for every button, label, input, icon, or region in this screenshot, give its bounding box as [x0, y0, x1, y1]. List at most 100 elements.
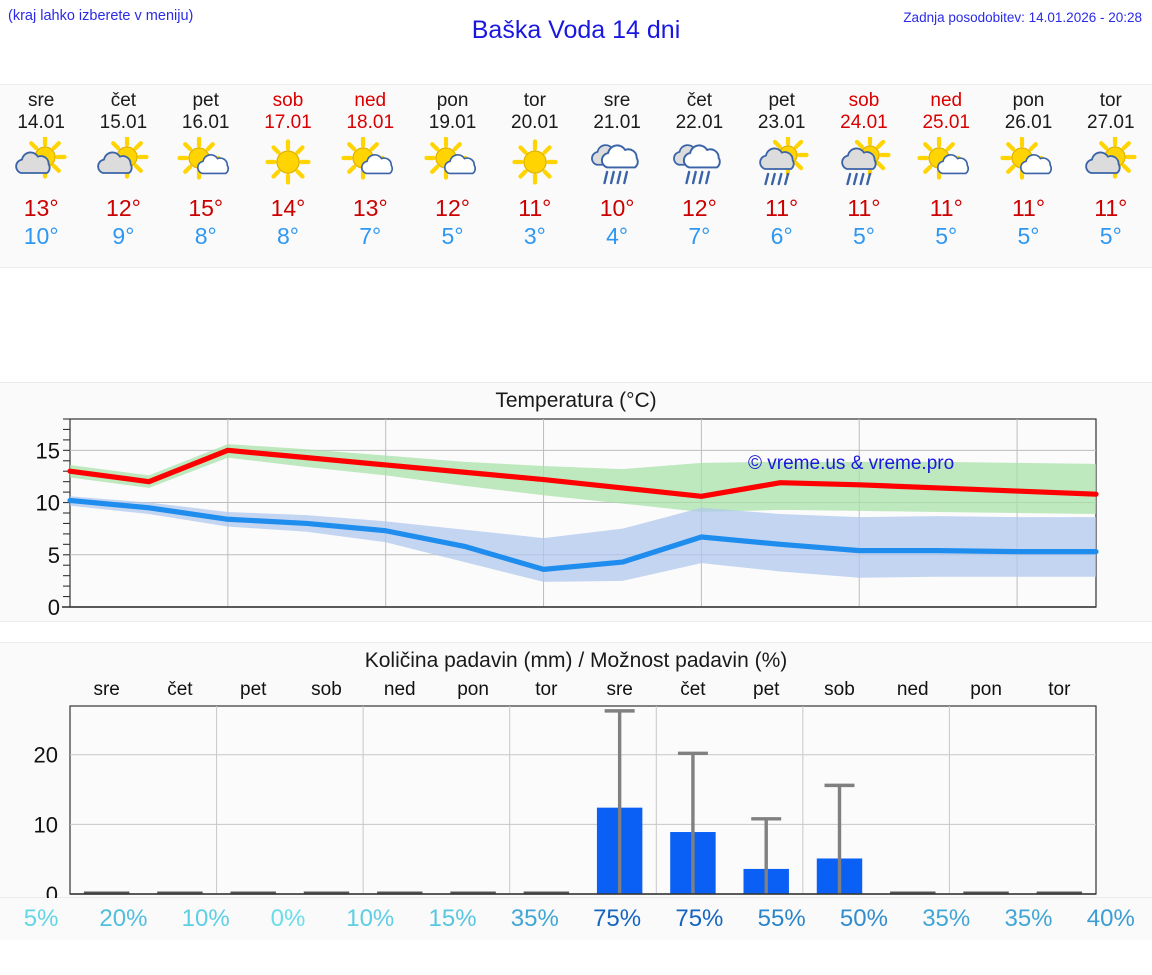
- precipitation-error-bar: [604, 709, 635, 894]
- day-column[interactable]: pon 26.01 11° 5°: [987, 85, 1069, 267]
- day-name: čet: [686, 90, 713, 111]
- precip-day-label: pet: [240, 679, 267, 700]
- day-date: 20.01: [511, 112, 559, 133]
- weather-icon-wrapper: [494, 136, 576, 188]
- temperature-chart-title: Temperatura (°C): [495, 389, 657, 412]
- day-column[interactable]: pet 16.01 15° 8°: [165, 85, 247, 267]
- weather-icon-wrapper: [823, 136, 905, 188]
- temperature-max: 11°: [929, 195, 963, 221]
- temp-y-axis-label: 0: [48, 595, 60, 620]
- temperature-max: 11°: [765, 195, 799, 221]
- precipitation-chart-panel: Količina padavin (mm) / Možnost padavin …: [0, 642, 1152, 899]
- temperature-min: 10°: [23, 223, 59, 249]
- temperature-min: 7°: [688, 223, 711, 249]
- precip-day-label: tor: [535, 679, 558, 700]
- temperature-max: 11°: [518, 195, 552, 221]
- precip-day-label: čet: [680, 679, 706, 700]
- day-column[interactable]: sob 17.01 14° 8°: [247, 85, 329, 267]
- precipitation-probability: 10%: [181, 905, 230, 932]
- page-title: Baška Voda 14 dni: [471, 16, 681, 44]
- temperature-max: 15°: [188, 195, 224, 221]
- weather-icon-wrapper: [82, 136, 164, 188]
- day-column[interactable]: tor 20.01 11° 3°: [494, 85, 576, 267]
- weather-icon-wrapper: [1070, 136, 1152, 188]
- precipitation-bar: [450, 891, 496, 894]
- temperature-max: 11°: [847, 195, 881, 221]
- day-name: sre: [27, 90, 55, 111]
- sun-icon: [265, 139, 311, 185]
- temp-y-axis-label: 5: [48, 543, 60, 568]
- temperature-min: 5°: [935, 223, 958, 249]
- precipitation-probability: 40%: [1086, 905, 1135, 932]
- precip-day-label: sob: [311, 679, 342, 700]
- day-date: 17.01: [264, 112, 312, 133]
- precipitation-probability: 15%: [428, 905, 477, 932]
- temperature-max: 11°: [1011, 195, 1046, 221]
- day-column[interactable]: sob 24.01 11° 5°: [823, 85, 905, 267]
- sun-behind-cloud-icon: [15, 137, 67, 179]
- temperature-min: 5°: [1099, 223, 1122, 249]
- precip-y-axis-label: 10: [34, 812, 58, 837]
- precipitation-error-bar: [751, 817, 782, 894]
- temperature-max: 11°: [1094, 195, 1128, 221]
- temperature-max: 12°: [435, 195, 470, 221]
- day-column[interactable]: ned 25.01 11° 5°: [905, 85, 987, 267]
- precipitation-probability: 5%: [23, 905, 59, 932]
- precipitation-probability: 75%: [675, 905, 724, 932]
- precip-day-label: sre: [606, 679, 632, 700]
- temperature-max: 13°: [352, 195, 388, 221]
- precipitation-bar: [890, 891, 936, 894]
- precipitation-bar: [230, 891, 276, 894]
- sun-cloud-rain-icon: [758, 137, 809, 186]
- day-name: ned: [354, 90, 387, 111]
- day-column[interactable]: sre 21.01 10° 4°: [576, 85, 658, 267]
- precipitation-chart-plot: sre čet pet sob ned pon tor sre čet pet sob ned pon t…: [34, 679, 1097, 899]
- day-name: tor: [1099, 90, 1122, 111]
- day-name: pet: [192, 90, 219, 111]
- sun-cloud-rain-icon: [841, 137, 891, 186]
- precip-y-axis-label: 20: [34, 743, 58, 768]
- temperature-chart-panel: Temperatura (°C) 5 10 15 0 © vreme.us & vrem…: [0, 382, 1152, 622]
- precipitation-probability-row: 5% 20% 10% 0% 10% 15% 35% 75% 75% 55% 50% 35% 35% 40%: [0, 898, 1152, 940]
- day-column[interactable]: tor 27.01 11° 5°: [1070, 85, 1152, 267]
- precipitation-bar: [377, 891, 423, 894]
- precipitation-probability: 35%: [922, 905, 971, 932]
- day-date: 21.01: [593, 112, 641, 133]
- weather-icon-wrapper: [987, 136, 1069, 188]
- weather-icon-wrapper: [576, 136, 658, 188]
- day-column[interactable]: čet 15.01 12° 9°: [82, 85, 164, 267]
- day-column[interactable]: pon 19.01 12° 5°: [411, 85, 493, 267]
- day-name: pet: [768, 90, 795, 111]
- day-column[interactable]: sre 14.01 13° 10°: [0, 85, 82, 267]
- precip-day-label: pet: [753, 679, 780, 700]
- temperature-min: 5°: [852, 223, 875, 249]
- day-column[interactable]: ned 18.01 13° 7°: [329, 85, 411, 267]
- precipitation-probability: 35%: [1004, 905, 1053, 932]
- day-date: 14.01: [17, 112, 65, 133]
- day-name: čet: [110, 90, 137, 111]
- weather-icon-wrapper: [905, 136, 987, 188]
- temperature-chart-plot: 5 10 15 0 © vreme.us & vreme.pro: [36, 418, 1099, 620]
- sun-small-cloud-icon: [177, 137, 229, 180]
- temperature-min: 8°: [276, 223, 299, 249]
- temperature-series-line: [67, 447, 1099, 499]
- precipitation-probability: 20%: [99, 905, 148, 932]
- precipitation-probability: 75%: [593, 905, 642, 932]
- precipitation-bar: [157, 891, 203, 894]
- temperature-range-band: [70, 496, 1096, 582]
- temperature-min: 8°: [194, 223, 217, 249]
- location-menu-hint[interactable]: (kraj lahko izberete v meniju): [8, 8, 194, 24]
- precipitation-bar: [83, 891, 130, 894]
- day-date: 15.01: [99, 112, 148, 133]
- weather-icon-wrapper: [0, 136, 82, 188]
- weather-icon-wrapper: [658, 136, 740, 188]
- precip-day-label: sob: [824, 679, 855, 700]
- day-column[interactable]: pet 23.01 11° 6°: [741, 85, 823, 267]
- temperature-max: 12°: [682, 195, 717, 221]
- day-column[interactable]: čet 22.01 12° 7°: [658, 85, 740, 267]
- day-name: sob: [272, 90, 304, 111]
- weather-icon-wrapper: [411, 136, 493, 188]
- precipitation-bar: [523, 891, 570, 894]
- weather-icon-wrapper: [165, 136, 247, 188]
- temp-y-axis-label: 15: [36, 438, 60, 463]
